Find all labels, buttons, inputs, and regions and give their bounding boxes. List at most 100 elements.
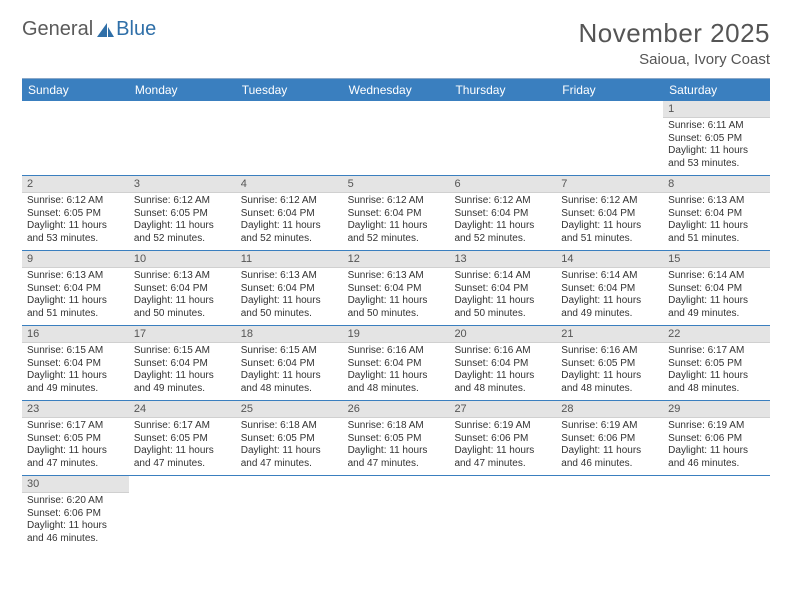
cell-line-sunrise: Sunrise: 6:12 AM bbox=[454, 195, 551, 208]
cell-line-sunset: Sunset: 6:04 PM bbox=[241, 208, 338, 221]
week-row: 1Sunrise: 6:11 AMSunset: 6:05 PMDaylight… bbox=[22, 101, 770, 176]
cell-line-sunrise: Sunrise: 6:20 AM bbox=[27, 495, 124, 508]
cell-line-sunset: Sunset: 6:04 PM bbox=[348, 208, 445, 221]
calendar-cell: 15Sunrise: 6:14 AMSunset: 6:04 PMDayligh… bbox=[663, 251, 770, 325]
day-number: 3 bbox=[129, 176, 236, 193]
cell-line-daylight2: and 46 minutes. bbox=[668, 458, 765, 471]
day-number: 11 bbox=[236, 251, 343, 268]
cell-line-sunset: Sunset: 6:05 PM bbox=[27, 433, 124, 446]
cell-line-sunset: Sunset: 6:04 PM bbox=[27, 358, 124, 371]
cell-line-daylight2: and 52 minutes. bbox=[454, 233, 551, 246]
day-number: 18 bbox=[236, 326, 343, 343]
day-number: 9 bbox=[22, 251, 129, 268]
cell-body: Sunrise: 6:14 AMSunset: 6:04 PMDaylight:… bbox=[449, 268, 556, 324]
cell-line-daylight1: Daylight: 11 hours bbox=[348, 370, 445, 383]
calendar-cell-empty bbox=[556, 101, 663, 175]
cell-line-sunset: Sunset: 6:04 PM bbox=[241, 358, 338, 371]
cell-line-sunset: Sunset: 6:05 PM bbox=[668, 133, 765, 146]
day-number: 2 bbox=[22, 176, 129, 193]
cell-line-sunrise: Sunrise: 6:19 AM bbox=[668, 420, 765, 433]
cell-line-daylight1: Daylight: 11 hours bbox=[134, 370, 231, 383]
calendar-cell-empty bbox=[343, 476, 450, 550]
week-row: 30Sunrise: 6:20 AMSunset: 6:06 PMDayligh… bbox=[22, 476, 770, 550]
cell-line-sunrise: Sunrise: 6:13 AM bbox=[241, 270, 338, 283]
day-number: 21 bbox=[556, 326, 663, 343]
cell-line-sunset: Sunset: 6:04 PM bbox=[134, 283, 231, 296]
cell-body: Sunrise: 6:13 AMSunset: 6:04 PMDaylight:… bbox=[129, 268, 236, 324]
calendar-cell: 9 Sunrise: 6:13 AMSunset: 6:04 PMDaylight… bbox=[22, 251, 129, 325]
logo-text-general: General bbox=[22, 18, 93, 41]
cell-line-daylight2: and 48 minutes. bbox=[561, 383, 658, 396]
cell-line-sunrise: Sunrise: 6:14 AM bbox=[668, 270, 765, 283]
cell-line-sunrise: Sunrise: 6:13 AM bbox=[27, 270, 124, 283]
cell-line-sunrise: Sunrise: 6:13 AM bbox=[348, 270, 445, 283]
week-row: 9Sunrise: 6:13 AMSunset: 6:04 PMDaylight… bbox=[22, 251, 770, 326]
cell-line-sunset: Sunset: 6:05 PM bbox=[561, 358, 658, 371]
cell-line-sunset: Sunset: 6:04 PM bbox=[454, 358, 551, 371]
cell-line-daylight2: and 51 minutes. bbox=[561, 233, 658, 246]
day-header: Sunday bbox=[22, 79, 129, 101]
cell-body: Sunrise: 6:18 AMSunset: 6:05 PMDaylight:… bbox=[343, 418, 450, 474]
day-number: 17 bbox=[129, 326, 236, 343]
weeks-container: 1Sunrise: 6:11 AMSunset: 6:05 PMDaylight… bbox=[22, 101, 770, 550]
cell-line-sunset: Sunset: 6:04 PM bbox=[348, 358, 445, 371]
day-number: 22 bbox=[663, 326, 770, 343]
calendar-cell: 6Sunrise: 6:12 AMSunset: 6:04 PMDaylight… bbox=[449, 176, 556, 250]
cell-line-daylight1: Daylight: 11 hours bbox=[27, 520, 124, 533]
cell-body: Sunrise: 6:20 AMSunset: 6:06 PMDaylight:… bbox=[22, 493, 129, 549]
cell-body: Sunrise: 6:19 AMSunset: 6:06 PMDaylight:… bbox=[556, 418, 663, 474]
calendar-cell-empty bbox=[556, 476, 663, 550]
cell-line-sunset: Sunset: 6:04 PM bbox=[668, 283, 765, 296]
cell-line-sunrise: Sunrise: 6:12 AM bbox=[134, 195, 231, 208]
cell-line-daylight1: Daylight: 11 hours bbox=[134, 445, 231, 458]
day-number: 23 bbox=[22, 401, 129, 418]
cell-line-sunrise: Sunrise: 6:18 AM bbox=[348, 420, 445, 433]
cell-line-daylight2: and 49 minutes. bbox=[668, 308, 765, 321]
day-number: 6 bbox=[449, 176, 556, 193]
cell-body: Sunrise: 6:14 AMSunset: 6:04 PMDaylight:… bbox=[663, 268, 770, 324]
calendar-cell-empty bbox=[449, 101, 556, 175]
cell-line-sunset: Sunset: 6:04 PM bbox=[668, 208, 765, 221]
cell-line-daylight1: Daylight: 11 hours bbox=[561, 220, 658, 233]
cell-line-daylight2: and 51 minutes. bbox=[27, 308, 124, 321]
cell-body: Sunrise: 6:15 AMSunset: 6:04 PMDaylight:… bbox=[22, 343, 129, 399]
cell-line-sunrise: Sunrise: 6:15 AM bbox=[241, 345, 338, 358]
cell-line-sunset: Sunset: 6:05 PM bbox=[134, 208, 231, 221]
cell-line-sunrise: Sunrise: 6:12 AM bbox=[561, 195, 658, 208]
cell-line-daylight1: Daylight: 11 hours bbox=[134, 295, 231, 308]
calendar-cell: 5Sunrise: 6:12 AMSunset: 6:04 PMDaylight… bbox=[343, 176, 450, 250]
calendar-cell-empty bbox=[449, 476, 556, 550]
cell-line-sunrise: Sunrise: 6:14 AM bbox=[561, 270, 658, 283]
cell-body: Sunrise: 6:15 AMSunset: 6:04 PMDaylight:… bbox=[129, 343, 236, 399]
cell-body: Sunrise: 6:19 AMSunset: 6:06 PMDaylight:… bbox=[663, 418, 770, 474]
cell-line-sunset: Sunset: 6:06 PM bbox=[668, 433, 765, 446]
cell-line-daylight2: and 50 minutes. bbox=[454, 308, 551, 321]
calendar-cell: 25Sunrise: 6:18 AMSunset: 6:05 PMDayligh… bbox=[236, 401, 343, 475]
cell-line-sunrise: Sunrise: 6:16 AM bbox=[348, 345, 445, 358]
calendar-cell: 24Sunrise: 6:17 AMSunset: 6:05 PMDayligh… bbox=[129, 401, 236, 475]
cell-line-sunrise: Sunrise: 6:19 AM bbox=[561, 420, 658, 433]
cell-line-daylight2: and 48 minutes. bbox=[348, 383, 445, 396]
cell-line-daylight2: and 49 minutes. bbox=[134, 383, 231, 396]
cell-line-daylight2: and 47 minutes. bbox=[241, 458, 338, 471]
cell-line-daylight2: and 49 minutes. bbox=[27, 383, 124, 396]
cell-line-sunset: Sunset: 6:04 PM bbox=[241, 283, 338, 296]
day-number: 29 bbox=[663, 401, 770, 418]
cell-line-daylight2: and 50 minutes. bbox=[134, 308, 231, 321]
day-number: 15 bbox=[663, 251, 770, 268]
calendar-cell: 22Sunrise: 6:17 AMSunset: 6:05 PMDayligh… bbox=[663, 326, 770, 400]
location: Saioua, Ivory Coast bbox=[579, 51, 771, 68]
day-header: Wednesday bbox=[343, 79, 450, 101]
cell-line-sunset: Sunset: 6:06 PM bbox=[27, 508, 124, 521]
calendar-cell-empty bbox=[236, 101, 343, 175]
cell-line-daylight1: Daylight: 11 hours bbox=[561, 295, 658, 308]
cell-line-daylight2: and 49 minutes. bbox=[561, 308, 658, 321]
calendar-cell: 16Sunrise: 6:15 AMSunset: 6:04 PMDayligh… bbox=[22, 326, 129, 400]
page: General Blue November 2025 Saioua, Ivory… bbox=[0, 0, 792, 568]
cell-line-daylight1: Daylight: 11 hours bbox=[27, 295, 124, 308]
calendar-cell-empty bbox=[129, 476, 236, 550]
cell-line-sunrise: Sunrise: 6:15 AM bbox=[27, 345, 124, 358]
cell-line-sunrise: Sunrise: 6:19 AM bbox=[454, 420, 551, 433]
cell-line-sunset: Sunset: 6:04 PM bbox=[27, 283, 124, 296]
cell-line-sunrise: Sunrise: 6:15 AM bbox=[134, 345, 231, 358]
